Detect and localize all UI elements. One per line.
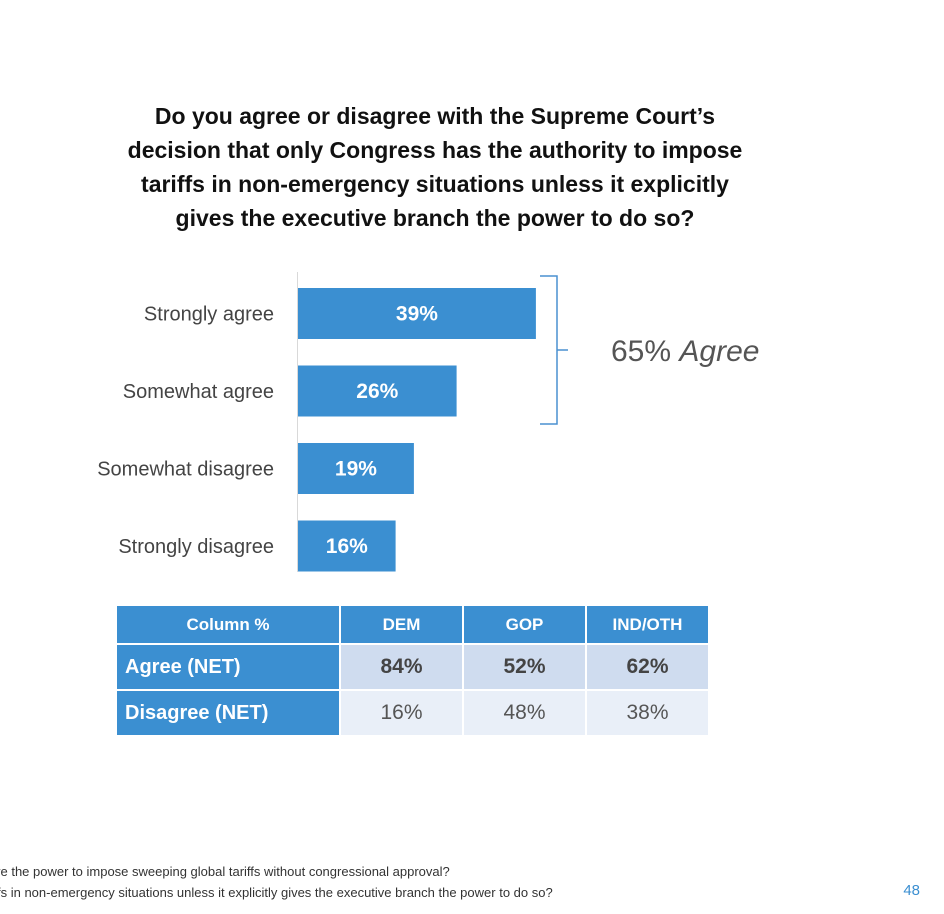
- cell-agree-ind: 62%: [587, 645, 708, 689]
- cell-disagree-dem: 16%: [341, 691, 462, 735]
- agree-bracket: [540, 275, 568, 425]
- category-label: Somewhat agree: [123, 381, 274, 403]
- category-label: Strongly agree: [144, 304, 274, 326]
- cell-disagree-ind: 38%: [587, 691, 708, 735]
- footnote-1: ve the power to impose sweeping global t…: [0, 864, 450, 879]
- cell-agree-dem: 84%: [341, 645, 462, 689]
- bar-value-label: 26%: [356, 380, 398, 403]
- table-row-disagree: Disagree (NET) 16% 48% 38%: [117, 691, 708, 735]
- footnote-2: fs in non-emergency situations unless it…: [0, 885, 553, 900]
- row-label-disagree: Disagree (NET): [117, 691, 339, 735]
- bar-value-label: 16%: [326, 535, 368, 558]
- category-label: Strongly disagree: [118, 536, 274, 558]
- title-line-3: tariffs in non-emergency situations unle…: [141, 171, 729, 197]
- title-line-4: gives the executive branch the power to …: [175, 205, 695, 231]
- bar-strongly-disagree: [298, 520, 396, 572]
- bar-value-label: 19%: [335, 458, 377, 481]
- bar-chart: 39% Strongly agree 26% Somewhat agree 19% Som…: [97, 272, 759, 572]
- header-ind-oth: IND/OTH: [587, 606, 708, 643]
- header-dem: DEM: [341, 606, 462, 643]
- bar-somewhat-agree: [298, 365, 457, 417]
- row-label-agree: Agree (NET): [117, 645, 339, 689]
- title-line-1: Do you agree or disagree with the Suprem…: [154, 103, 716, 129]
- agree-annotation-number: 65%: [611, 335, 671, 368]
- table-header-row: Column % DEM GOP IND/OTH: [117, 606, 708, 643]
- cell-agree-gop: 52%: [464, 645, 585, 689]
- header-gop: GOP: [464, 606, 585, 643]
- chart-title: Do you agree or disagree with the Suprem…: [60, 99, 810, 235]
- bar-somewhat-disagree: [298, 443, 414, 494]
- category-label: Somewhat disagree: [97, 459, 274, 481]
- title-line-2: decision that only Congress has the auth…: [127, 137, 743, 163]
- header-column-pct: Column %: [117, 606, 339, 643]
- bar-value-label: 39%: [396, 303, 438, 326]
- agree-annotation: 65% Agree: [611, 335, 759, 368]
- bar-strongly-agree: [298, 288, 536, 339]
- table-row-agree: Agree (NET) 84% 52% 62%: [117, 645, 708, 689]
- page-number: 48: [903, 882, 920, 899]
- cell-disagree-gop: 48%: [464, 691, 585, 735]
- agree-annotation-word: Agree: [677, 335, 759, 368]
- crosstab-table: Column % DEM GOP IND/OTH Agree (NET) 84%…: [115, 604, 710, 737]
